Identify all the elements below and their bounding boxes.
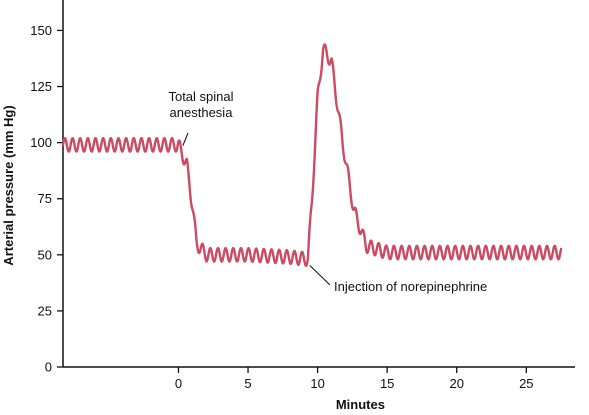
- pressure-series-line: [61, 43, 563, 267]
- annotation-label: anesthesia: [170, 105, 234, 120]
- y-tick-label: 0: [45, 360, 52, 375]
- y-tick-label: 25: [38, 303, 52, 318]
- x-ticks: 0 5 10 15 20 25: [175, 367, 534, 391]
- y-tick-label: 75: [38, 191, 52, 206]
- annotation-label: Injection of norepinephrine: [334, 279, 487, 294]
- axes: [62, 0, 575, 368]
- y-tick-label: 150: [30, 23, 52, 38]
- annotation-leader-line: [182, 132, 189, 146]
- y-tick-label: 50: [38, 247, 52, 262]
- x-tick-label: 20: [450, 376, 464, 391]
- annotation-label: Total spinal: [168, 89, 233, 104]
- x-axis-title: Minutes: [336, 397, 385, 412]
- y-ticks: 0 25 50 75 100 125 150: [30, 23, 63, 375]
- y-axis-title: Arterial pressure (mm Hg): [1, 105, 16, 265]
- x-tick-label: 0: [175, 376, 182, 391]
- x-tick-label: 15: [380, 376, 394, 391]
- x-tick-label: 25: [519, 376, 533, 391]
- y-tick-label: 100: [30, 135, 52, 150]
- y-tick-label: 125: [30, 79, 52, 94]
- annotation-leader-line: [309, 265, 331, 286]
- x-tick-label: 5: [244, 376, 251, 391]
- x-tick-label: 10: [310, 376, 324, 391]
